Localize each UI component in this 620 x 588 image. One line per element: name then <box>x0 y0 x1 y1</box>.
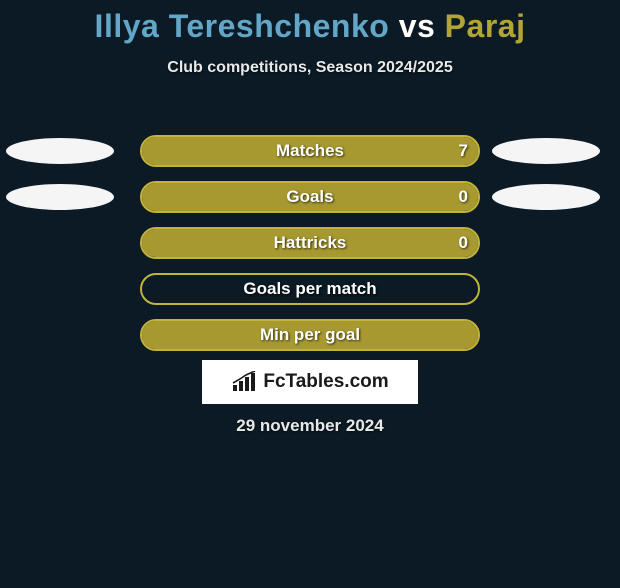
stat-rows: Matches7Goals0Hattricks0Goals per matchM… <box>0 128 620 358</box>
stat-bar: Goals per match <box>140 273 480 305</box>
comparison-title: Illya Tereshchenko vs Paraj <box>0 8 620 45</box>
player2-marker <box>492 138 600 164</box>
player2-name: Paraj <box>445 8 526 44</box>
stat-row: Matches7 <box>0 128 620 174</box>
stat-label: Min per goal <box>142 321 478 349</box>
stat-bar: Hattricks0 <box>140 227 480 259</box>
stat-value: 0 <box>459 229 468 257</box>
brand-logo: FcTables.com <box>202 360 418 404</box>
stat-bar: Matches7 <box>140 135 480 167</box>
stat-row: Goals per match <box>0 266 620 312</box>
footer-date: 29 november 2024 <box>0 416 620 436</box>
player2-marker <box>492 184 600 210</box>
brand-text: FcTables.com <box>263 371 388 393</box>
chart-icon <box>231 371 259 393</box>
player1-marker <box>6 138 114 164</box>
stat-bar: Goals0 <box>140 181 480 213</box>
player1-name: Illya Tereshchenko <box>95 8 390 44</box>
stat-label: Goals per match <box>142 275 478 303</box>
stat-bar: Min per goal <box>140 319 480 351</box>
stat-label: Hattricks <box>142 229 478 257</box>
subtitle: Club competitions, Season 2024/2025 <box>0 59 620 77</box>
stat-value: 0 <box>459 183 468 211</box>
player1-marker <box>6 184 114 210</box>
stat-label: Goals <box>142 183 478 211</box>
stat-row: Min per goal <box>0 312 620 358</box>
vs-text: vs <box>399 8 436 44</box>
stat-value: 7 <box>459 137 468 165</box>
stat-label: Matches <box>142 137 478 165</box>
stat-row: Hattricks0 <box>0 220 620 266</box>
stat-row: Goals0 <box>0 174 620 220</box>
